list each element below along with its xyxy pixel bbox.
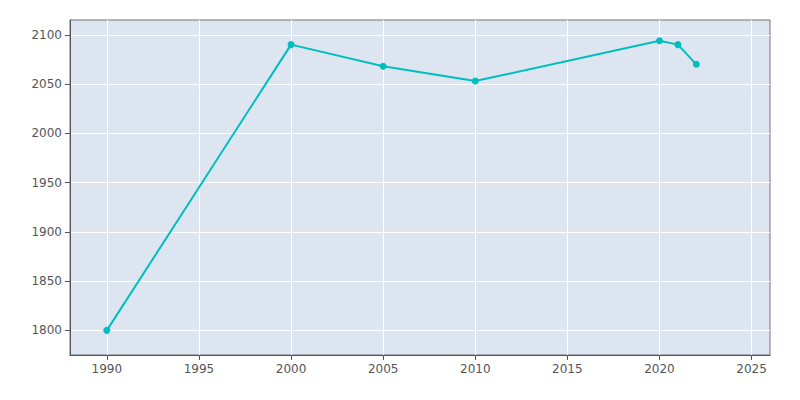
- svg-text:1850: 1850: [31, 274, 62, 288]
- svg-text:2025: 2025: [736, 362, 767, 376]
- svg-text:2010: 2010: [460, 362, 491, 376]
- svg-text:2005: 2005: [368, 362, 399, 376]
- svg-text:2100: 2100: [31, 28, 62, 42]
- svg-text:1950: 1950: [31, 176, 62, 190]
- svg-text:2020: 2020: [644, 362, 675, 376]
- svg-text:1900: 1900: [31, 225, 62, 239]
- svg-text:2050: 2050: [31, 77, 62, 91]
- svg-text:1800: 1800: [31, 323, 62, 337]
- svg-text:1990: 1990: [92, 362, 123, 376]
- svg-text:2000: 2000: [31, 126, 62, 140]
- svg-text:2000: 2000: [276, 362, 307, 376]
- svg-text:2015: 2015: [552, 362, 583, 376]
- svg-text:1995: 1995: [184, 362, 215, 376]
